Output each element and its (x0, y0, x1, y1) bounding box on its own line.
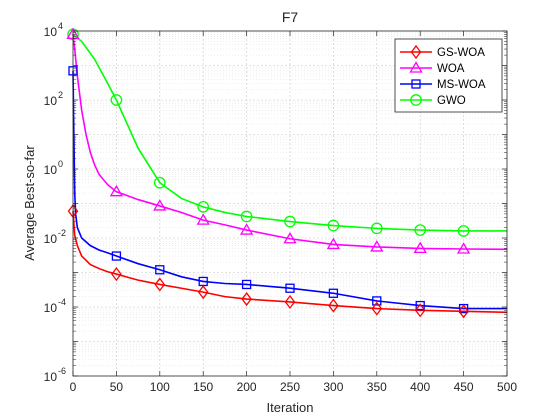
y-tick-exponent: -2 (58, 228, 66, 238)
marker-ms-woa (155, 265, 165, 275)
y-axis-label: Average Best-so-far (22, 145, 37, 261)
series-markers (66, 27, 471, 319)
series-line-gwo (72, 33, 507, 232)
x-tick-labels: 0 50 100 150 200 250 300 350 400 450 500 (70, 380, 518, 394)
series-line-ms-woa (72, 70, 507, 310)
x-tick-label: 450 (454, 380, 474, 394)
marker-gs-woa (284, 294, 296, 310)
y-tick-label: 10 (44, 94, 58, 108)
marker-gs-woa (328, 298, 339, 313)
marker-gs-woa (458, 304, 469, 319)
marker-gwo (284, 215, 296, 228)
legend-label-gwo: GWO (437, 95, 466, 107)
x-tick-label: 200 (237, 380, 257, 394)
marker-gwo (370, 222, 383, 235)
marker-ms-woa (241, 279, 252, 290)
legend-marker-gs-woa (410, 44, 422, 60)
marker-gs-woa (154, 277, 166, 292)
x-tick-label: 500 (497, 380, 517, 394)
x-tick-label: 0 (70, 380, 77, 394)
legend-marker-ms-woa (411, 79, 421, 89)
series-line-gs-woa (72, 211, 508, 314)
y-tick-label: 10 (44, 25, 58, 39)
series-lines (72, 33, 508, 314)
marker-woa (196, 213, 210, 225)
marker-woa (370, 240, 384, 252)
marker-ms-woa (415, 300, 425, 311)
legend-label-gs-woa: GS-WOA (437, 47, 485, 59)
marker-gs-woa (414, 303, 426, 318)
y-tick-label: 10 (44, 163, 58, 177)
legend-marker-woa (409, 61, 423, 73)
legend: GS-WOA WOA MS-WOA GWO (394, 38, 503, 113)
marker-gs-woa (371, 301, 383, 316)
marker-ms-woa (372, 296, 382, 306)
marker-gs-woa (241, 291, 252, 307)
x-tick-label: 100 (150, 380, 170, 394)
axis-ticks (72, 30, 508, 377)
marker-woa (326, 237, 341, 250)
marker-gwo (197, 200, 210, 213)
x-axis-label: Iteration (267, 400, 314, 415)
y-tick-exponent: 2 (58, 90, 63, 100)
y-tick-exponent: -4 (58, 297, 66, 307)
marker-gwo (457, 225, 470, 237)
x-tick-label: 400 (410, 380, 430, 394)
marker-woa (153, 199, 167, 211)
marker-woa (239, 223, 254, 235)
marker-ms-woa (285, 283, 295, 293)
legend-label-ms-woa: MS-WOA (437, 79, 486, 91)
marker-gwo (327, 219, 340, 232)
y-tick-label: 10 (44, 301, 58, 315)
marker-gs-woa (111, 266, 122, 282)
y-tick-exponent: -6 (58, 366, 66, 376)
series-line-woa (72, 34, 508, 251)
y-tick-exponent: 0 (58, 159, 63, 169)
y-tick-exponent: 4 (58, 21, 63, 31)
y-tick-label: 10 (44, 232, 58, 246)
marker-gwo (153, 176, 166, 189)
marker-gwo (110, 94, 123, 106)
x-tick-label: 350 (367, 380, 387, 394)
x-tick-label: 150 (193, 380, 213, 394)
marker-woa (413, 241, 427, 254)
y-tick-label: 10 (44, 370, 58, 384)
x-tick-label: 50 (110, 380, 124, 394)
marker-gwo (240, 210, 253, 223)
chart-title: F7 (282, 9, 299, 25)
x-tick-label: 300 (323, 380, 343, 394)
marker-woa (283, 231, 297, 244)
x-tick-label: 250 (280, 380, 300, 394)
marker-ms-woa (111, 251, 122, 261)
marker-gwo (414, 224, 427, 236)
marker-ms-woa (328, 288, 339, 298)
legend-marker-gwo (410, 94, 422, 106)
marker-woa (109, 184, 124, 197)
legend-label-woa: WOA (437, 63, 465, 75)
marker-gs-woa (197, 285, 209, 300)
marker-woa (456, 242, 471, 254)
